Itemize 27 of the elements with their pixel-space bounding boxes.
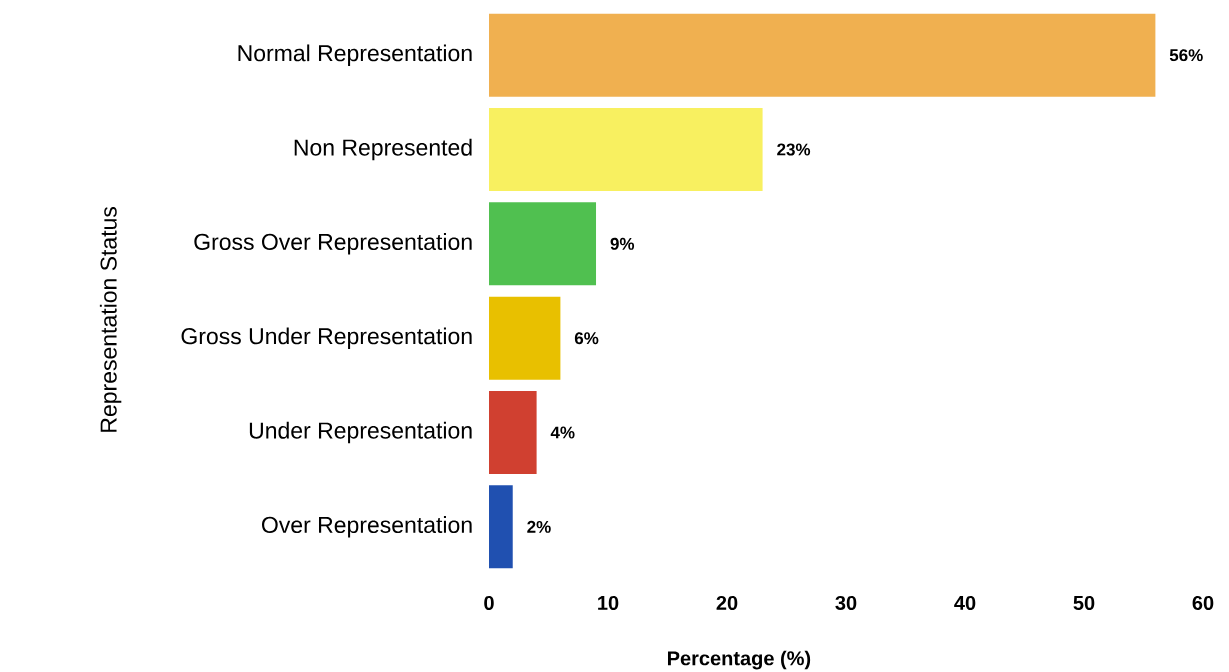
x-tick-label: 20: [716, 595, 738, 611]
bar: [489, 13, 1156, 97]
y-axis-title: Representation Status: [99, 206, 122, 432]
y-tick-label: Under Representation: [249, 421, 472, 444]
y-tick-label: Normal Representation: [238, 44, 472, 66]
data-label: 4%: [550, 426, 575, 439]
bar: [489, 108, 763, 192]
bar: [489, 485, 513, 569]
data-label: 6%: [574, 332, 599, 345]
y-tick-label: Over Representation: [262, 516, 472, 538]
x-tick-label: 10: [598, 595, 619, 611]
y-tick-label: Non Represented: [294, 138, 472, 161]
x-tick-label: 60: [1192, 595, 1214, 611]
data-label: 23%: [777, 143, 811, 156]
x-tick-label: 0: [484, 595, 494, 611]
bar: [489, 391, 537, 475]
bar: [489, 296, 561, 380]
bar: [489, 202, 597, 286]
data-label: 56%: [1169, 49, 1203, 62]
data-label: 9%: [610, 237, 635, 250]
x-tick-label: 30: [835, 595, 857, 611]
y-tick-label: Gross Under Representation: [181, 327, 472, 349]
y-tick-label: Gross Over Representation: [194, 233, 472, 255]
x-tick-label: 40: [954, 595, 976, 611]
x-axis-title: Percentage (%): [667, 650, 811, 670]
x-tick-label: 50: [1073, 595, 1095, 611]
data-label: 2%: [527, 520, 551, 533]
